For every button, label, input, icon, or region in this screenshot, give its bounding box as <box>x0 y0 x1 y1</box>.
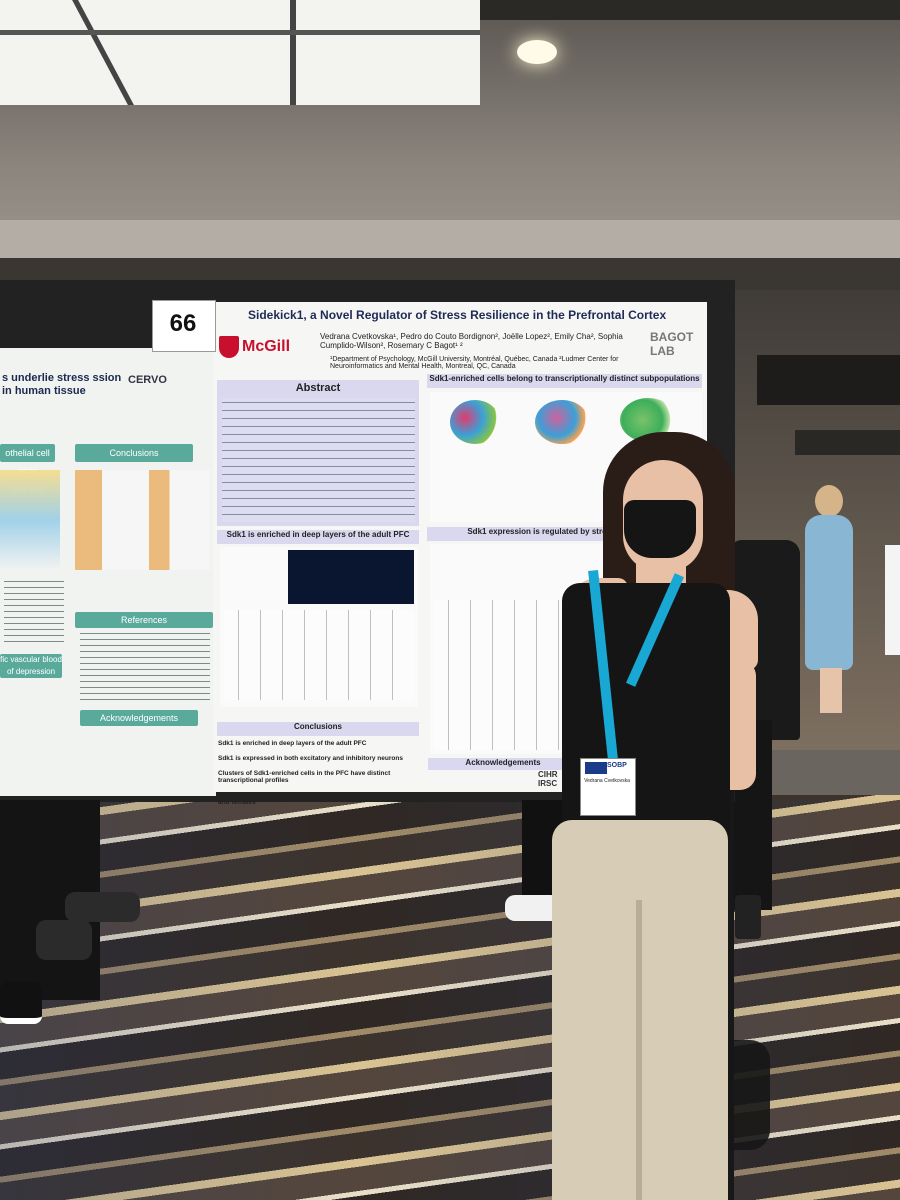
white-table <box>885 545 900 655</box>
left-poster-side-heading: othelial cell omic changes <box>0 444 55 494</box>
bagot-lab-logo: BAGOT LAB <box>650 330 694 358</box>
ceiling-grid-bar <box>0 30 480 35</box>
sneaker <box>0 982 42 1024</box>
poster-number: 66 <box>169 310 197 337</box>
badge-name: Vedrana Cvetkovska <box>584 778 630 784</box>
poster-authors: Vedrana Cvetkovska¹, Pedro do Couto Bord… <box>320 332 623 350</box>
poster-number-card <box>152 300 216 352</box>
shoe <box>65 892 140 922</box>
left-poster-references-heading: References <box>75 612 213 628</box>
cihr-logo: CIHR IRSC <box>538 770 558 788</box>
poster-title: Sidekick1, a Novel Regulator of Stress R… <box>248 308 667 322</box>
umap-plot <box>450 400 500 444</box>
left-poster-acknowledgements-heading: Acknowledgements <box>80 710 198 726</box>
sobp-logo <box>585 762 607 774</box>
ceiling-grid-bar <box>290 0 296 105</box>
microscopy-image <box>288 550 414 604</box>
hanging-sign <box>757 355 900 405</box>
left-poster-text <box>4 578 64 644</box>
conclusion-item: Clusters of Sdk1-enriched cells in the P… <box>218 770 391 784</box>
conclusions-list: Sdk1 is enriched in deep layers of the a… <box>218 740 418 806</box>
mcgill-logo: McGill <box>242 338 291 355</box>
abstract-heading: Abstract <box>295 382 341 394</box>
shoe <box>36 920 92 960</box>
poster-affiliations: ¹Department of Psychology, McGill Univer… <box>330 356 619 370</box>
left-poster-title: s underlie stress ssion in human tissue <box>2 372 122 397</box>
conclusion-item: Sdk1 expression is differentially regula… <box>218 792 407 806</box>
background-person-blue-dress <box>805 515 853 670</box>
left-poster-references <box>80 630 210 705</box>
section-heading: Sdk1-enriched cells belong to transcript… <box>427 374 702 388</box>
face-mask <box>624 500 696 558</box>
hanging-sign <box>795 430 900 455</box>
badge-org: SOBP <box>607 762 627 769</box>
ceiling-light-panel <box>0 0 480 105</box>
bar-plots <box>224 610 414 700</box>
pants-seam <box>636 900 642 1200</box>
background-person-shoe <box>735 895 761 939</box>
white-sneaker <box>505 895 561 921</box>
left-poster-side-heading: fic vascular blood of depression <box>0 654 62 678</box>
background-person-legs <box>820 668 842 713</box>
left-poster-figure <box>0 470 60 570</box>
left-poster <box>0 348 216 796</box>
umap-plot <box>535 400 589 444</box>
conclusion-item: Sdk1 is enriched in deep layers of the a… <box>218 740 367 747</box>
ceiling-shadow <box>480 0 900 20</box>
left-poster-figure <box>75 470 210 570</box>
left-poster-conclusions-heading: Conclusions <box>75 444 193 462</box>
background-person-head <box>815 485 843 517</box>
conclusions-heading: Conclusions <box>217 722 419 736</box>
mcgill-crest-icon <box>219 336 239 358</box>
conclusion-item: Sdk1 is expressed in both excitatory and… <box>218 755 403 762</box>
spot-light <box>517 40 557 64</box>
section-heading: Sdk1 is enriched in deep layers of the a… <box>217 530 419 544</box>
acknowledgements-heading: Acknowledgements <box>428 758 578 770</box>
soffit <box>0 220 900 258</box>
abstract-text <box>222 398 415 522</box>
cervo-logo: CERVO <box>128 374 167 386</box>
